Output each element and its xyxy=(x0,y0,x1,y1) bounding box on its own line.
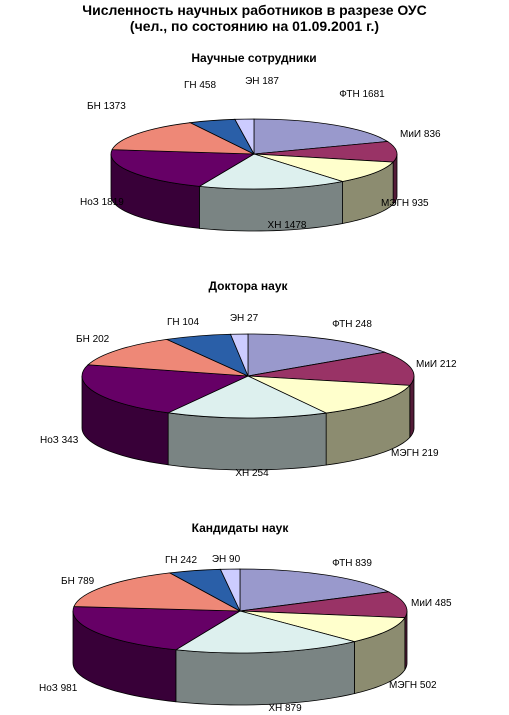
pie-slice-хн xyxy=(198,153,343,190)
chart-title: Научные сотрудники xyxy=(191,51,316,65)
pie-slice-мэгн xyxy=(247,375,411,414)
pie-sides xyxy=(72,610,408,706)
pie-chart-3: Кандидаты наук ФТН 839 МиИ 485 МЭГН 502 ХН 8… xyxy=(39,521,452,714)
pie-sides xyxy=(81,375,415,471)
chart-title: Кандидаты наук xyxy=(192,521,290,535)
data-label-бн: БН 202 xyxy=(76,334,110,345)
pie-top xyxy=(110,118,398,190)
pie-slice-хн xyxy=(174,610,355,654)
data-label-гн: ГН 242 xyxy=(165,555,198,566)
pie-top xyxy=(81,333,415,419)
pie-slice-бн xyxy=(73,572,241,612)
data-label-ноз: НоЗ 343 xyxy=(40,435,79,446)
pie-top xyxy=(72,568,408,654)
data-label-хн: ХН 254 xyxy=(235,468,269,479)
data-label-мэгн: МЭГН 502 xyxy=(389,680,437,691)
data-label-фтн: ФТН 1681 xyxy=(339,89,385,100)
data-label-эн: ЭН 27 xyxy=(230,313,259,324)
data-label-ноз: НоЗ 981 xyxy=(39,683,78,694)
data-label-ноз: НоЗ 1819 xyxy=(80,197,124,208)
data-label-фтн: ФТН 839 xyxy=(332,558,372,569)
data-label-хн: ХН 879 xyxy=(268,703,302,714)
data-label-мии: МиИ 836 xyxy=(400,129,441,140)
page-subtitle: (чел., по состоянию на 01.09.2001 г.) xyxy=(129,18,380,34)
pie-slice-мэгн xyxy=(253,153,395,182)
pie-slice-эн xyxy=(234,118,255,155)
data-label-эн: ЭН 90 xyxy=(212,554,241,565)
pie-slice-ноз xyxy=(81,364,249,414)
pie-slice-ноз xyxy=(110,149,256,187)
data-label-хн: ХН 1478 xyxy=(268,220,307,231)
pie-slice-эн xyxy=(219,568,241,612)
data-label-гн: ГН 458 xyxy=(184,80,217,91)
data-label-мэгн: МЭГН 935 xyxy=(381,198,429,209)
pie-slice-фтн xyxy=(247,333,387,377)
pie-slice-мии xyxy=(253,141,398,163)
pie-chart-2: Доктора наук ФТН 248 МиИ 212 МЭГН 219 ХН 254… xyxy=(40,279,457,479)
data-label-бн: БН 1373 xyxy=(87,101,126,112)
pie-side-хн xyxy=(167,412,327,471)
page-title: Численность научных работников в разрезе… xyxy=(82,2,427,18)
pie-slice-эн xyxy=(229,333,249,377)
chart-title: Доктора наук xyxy=(208,279,288,293)
data-label-мии: МиИ 485 xyxy=(411,598,452,609)
pie-slice-мэгн xyxy=(239,610,406,643)
data-label-фтн: ФТН 248 xyxy=(332,319,372,330)
pie-slice-фтн xyxy=(253,118,389,155)
pie-slice-мии xyxy=(239,591,408,619)
data-label-гн: ГН 104 xyxy=(167,317,200,328)
data-label-мэгн: МЭГН 219 xyxy=(391,448,439,459)
data-label-эн: ЭН 187 xyxy=(245,76,279,87)
pie-chart-1: Научные сотрудники ФТН 1681 МиИ 836 МЭГН 93… xyxy=(80,51,441,232)
pie-slice-бн xyxy=(87,338,249,377)
pie-slice-бн xyxy=(111,122,255,155)
data-label-мии: МиИ 212 xyxy=(416,359,457,370)
pie-slice-мии xyxy=(247,351,415,386)
data-label-бн: БН 789 xyxy=(61,576,95,587)
pie-sides xyxy=(110,153,398,232)
pie-slice-фтн xyxy=(239,568,390,612)
pie-slice-хн xyxy=(166,375,328,419)
pie-slice-ноз xyxy=(72,606,242,651)
